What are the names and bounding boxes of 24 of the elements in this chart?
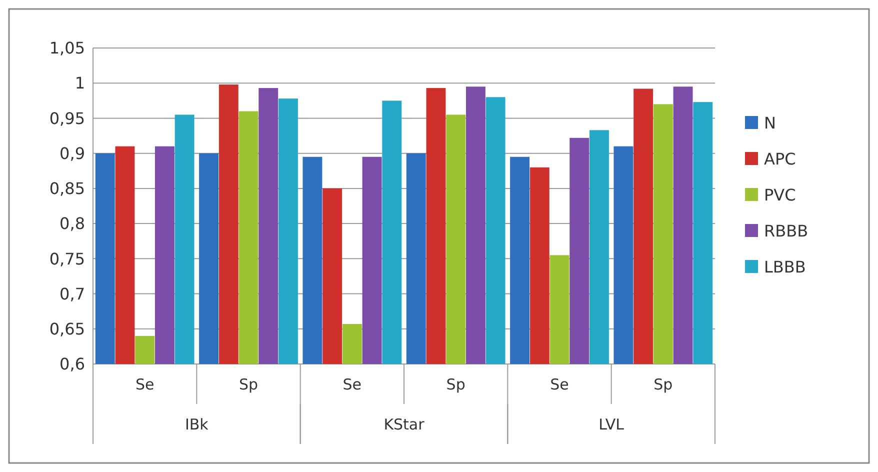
x-tick-label: Sp [238,375,258,394]
y-tick-label: 0,9 [60,144,85,163]
y-tick-label: 0,95 [49,108,85,128]
y-tick-label: 0,75 [49,249,85,268]
legend-label: RBBB [764,222,808,241]
x-tick-label: Se [550,375,569,394]
legend-label: N [764,114,776,133]
y-tick-label: 0,7 [60,284,85,304]
y-tick-label: 0,65 [49,319,85,338]
legend-label: PVC [764,186,796,205]
legend-label: APC [764,150,796,169]
y-tick-label: 0,8 [60,214,85,234]
text: IBk [184,415,209,434]
y-tick-label: 0,6 [60,354,85,374]
text: LVL [598,415,625,434]
y-tick-label: 1 [74,74,85,93]
y-tick-label: 0,85 [49,179,85,198]
x-tick-label: Sp [654,375,673,394]
x-tick-label: Se [342,375,362,394]
text: KStar [384,415,426,434]
x-tick-label: Se [135,375,154,394]
y-tick-label: 1,05 [49,38,85,58]
legend-label: LBBB [764,258,806,277]
x-tick-label: Sp [446,375,466,394]
